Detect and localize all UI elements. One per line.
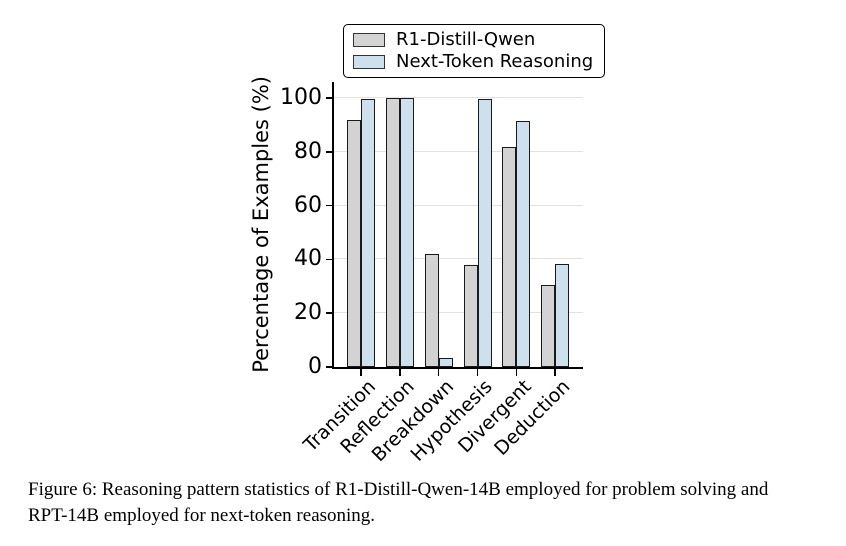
legend-swatch-next-token-reasoning [353, 54, 385, 69]
bar-deduction-next-token-reasoning [555, 263, 570, 367]
y-tick-label-0: 0 [308, 354, 322, 379]
bar-hypothesis-next-token-reasoning [477, 99, 492, 367]
bar-reflection-r1-distill-qwen [385, 98, 400, 367]
y-axis-spine [332, 82, 334, 369]
bar-reflection-next-token-reasoning [399, 98, 414, 367]
y-tick-mark-40 [326, 258, 333, 261]
legend-item-next-token-reasoning: Next-Token Reasoning [353, 52, 593, 71]
legend-item-r1-distill-qwen: R1-Distill-Qwen [353, 30, 593, 49]
y-tick-mark-100 [326, 97, 333, 99]
x-tick-mark-reflection [399, 369, 401, 376]
y-tick-mark-60 [326, 204, 333, 207]
x-axis-spine [332, 367, 583, 369]
y-tick-mark-80 [326, 151, 333, 153]
legend-label-r1-distill-qwen: R1-Distill-Qwen [396, 29, 536, 50]
bar-transition-next-token-reasoning [361, 99, 375, 367]
gridline-100 [334, 97, 583, 99]
y-tick-label-20: 20 [294, 300, 322, 326]
x-tick-mark-hypothesis [476, 369, 479, 376]
bar-breakdown-next-token-reasoning [438, 357, 453, 367]
caption-line-1: Figure 6: Reasoning pattern statistics o… [28, 479, 769, 500]
bar-hypothesis-r1-distill-qwen [463, 264, 478, 367]
x-tick-mark-divergent [515, 369, 518, 376]
y-tick-label-60: 60 [294, 192, 322, 218]
y-tick-mark-20 [326, 312, 333, 315]
bar-breakdown-r1-distill-qwen [424, 254, 439, 367]
gridline-20 [334, 312, 583, 314]
x-tick-mark-transition [360, 369, 362, 376]
bar-divergent-r1-distill-qwen [502, 146, 517, 367]
bar-deduction-r1-distill-qwen [541, 285, 556, 367]
y-tick-label-80: 80 [294, 138, 322, 164]
y-tick-label-100: 100 [280, 85, 322, 111]
plot-area: 0 20 40 60 80 100 Transition Reflection Breakdow… [280, 82, 583, 466]
chart-legend: R1-Distill-Qwen Next-Token Reasoning [343, 24, 606, 78]
gridline-60 [334, 204, 583, 206]
bar-transition-r1-distill-qwen [347, 119, 361, 367]
y-axis-label: Percentage of Examples (%) [249, 76, 273, 373]
caption-line-2: RPT-14B employed for next-token reasonin… [28, 505, 376, 526]
y-tick-mark-0 [326, 366, 333, 368]
bar-divergent-next-token-reasoning [516, 121, 531, 367]
gridline-80 [334, 150, 583, 152]
legend-swatch-r1-distill-qwen [353, 32, 385, 47]
y-tick-label-40: 40 [294, 246, 322, 272]
x-tick-mark-breakdown [437, 369, 440, 376]
legend-label-next-token-reasoning: Next-Token Reasoning [396, 51, 594, 72]
x-tick-mark-deduction [554, 369, 556, 376]
y-axis-label-wrap: Percentage of Examples (%) [246, 76, 276, 373]
gridline-40 [334, 258, 583, 260]
figure-caption: Figure 6: Reasoning pattern statistics o… [28, 477, 846, 529]
